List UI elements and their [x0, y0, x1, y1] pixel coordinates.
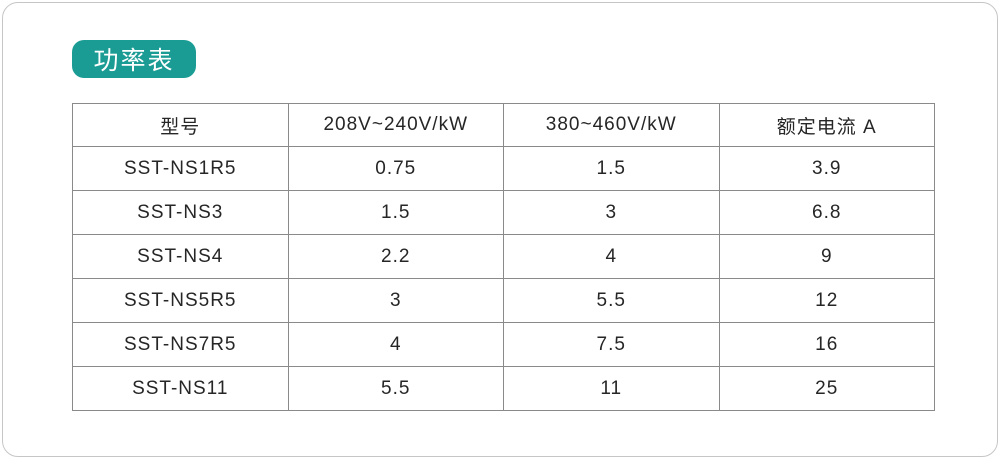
- header-row: 型号 208V~240V/kW 380~460V/kW 额定电流 A: [72, 103, 935, 147]
- table-row: SST-NS11 5.5 11 25: [72, 366, 935, 411]
- cell-rated-current: 25: [718, 366, 935, 411]
- cell-rated-current: 12: [718, 278, 935, 323]
- cell-power-208v: 5.5: [287, 366, 504, 411]
- cell-model: SST-NS5R5: [72, 278, 289, 323]
- table-header: 型号 208V~240V/kW 380~460V/kW 额定电流 A: [72, 103, 935, 147]
- table-row: SST-NS4 2.2 4 9: [72, 234, 935, 279]
- cell-power-208v: 3: [287, 278, 504, 323]
- cell-power-380v: 4: [503, 234, 720, 279]
- cell-model: SST-NS3: [72, 190, 289, 235]
- table-row: SST-NS7R5 4 7.5 16: [72, 322, 935, 367]
- table-row: SST-NS3 1.5 3 6.8: [72, 190, 935, 235]
- cell-rated-current: 3.9: [718, 146, 935, 191]
- column-header-380-460v-kw: 380~460V/kW: [503, 103, 720, 147]
- cell-rated-current: 9: [718, 234, 935, 279]
- table-row: SST-NS5R5 3 5.5 12: [72, 278, 935, 323]
- column-header-208v-240v-kw: 208V~240V/kW: [287, 103, 504, 147]
- table-body: SST-NS1R5 0.75 1.5 3.9 SST-NS3 1.5 3 6.8…: [72, 146, 935, 411]
- cell-model: SST-NS11: [72, 366, 289, 411]
- column-header-model: 型号: [72, 103, 289, 147]
- cell-power-380v: 5.5: [503, 278, 720, 323]
- cell-power-380v: 1.5: [503, 146, 720, 191]
- cell-rated-current: 16: [718, 322, 935, 367]
- cell-model: SST-NS1R5: [72, 146, 289, 191]
- cell-power-380v: 11: [503, 366, 720, 411]
- cell-rated-current: 6.8: [718, 190, 935, 235]
- cell-model: SST-NS7R5: [72, 322, 289, 367]
- cell-power-208v: 0.75: [287, 146, 504, 191]
- power-table-title-label: 功率表: [93, 47, 175, 75]
- power-spec-table: 型号 208V~240V/kW 380~460V/kW 额定电流 A SST-N…: [72, 103, 935, 411]
- cell-power-208v: 2.2: [287, 234, 504, 279]
- cell-power-380v: 7.5: [503, 322, 720, 367]
- cell-model: SST-NS4: [72, 234, 289, 279]
- column-header-rated-current: 额定电流 A: [718, 103, 935, 147]
- table-row: SST-NS1R5 0.75 1.5 3.9: [72, 146, 935, 191]
- cell-power-380v: 3: [503, 190, 720, 235]
- power-table-title-badge: 功率表: [72, 40, 196, 78]
- cell-power-208v: 4: [287, 322, 504, 367]
- cell-power-208v: 1.5: [287, 190, 504, 235]
